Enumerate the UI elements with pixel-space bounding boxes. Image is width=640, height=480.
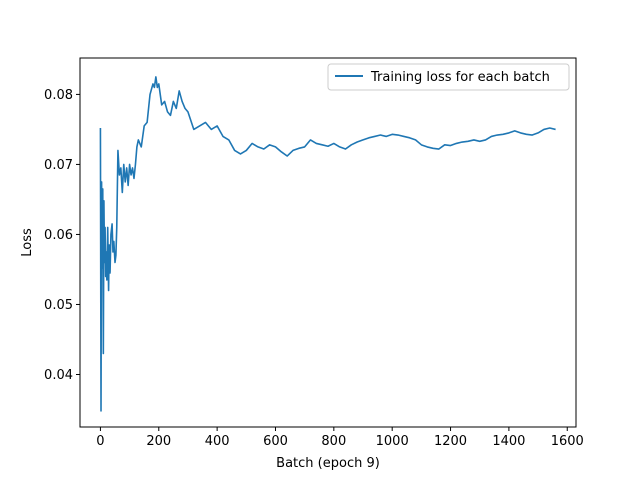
series-line-training-loss [99, 76, 556, 412]
x-tick-label: 400 [205, 434, 230, 449]
y-tick-label: 0.05 [44, 298, 73, 313]
y-axis-label: Loss [20, 228, 35, 257]
x-axis-label: Batch (epoch 9) [276, 456, 380, 471]
y-tick-label: 0.07 [44, 158, 73, 173]
x-tick-label: 1000 [376, 434, 409, 449]
x-tick-label: 1400 [492, 434, 525, 449]
x-tick-label: 1200 [434, 434, 467, 449]
y-tick-label: 0.04 [44, 368, 73, 383]
x-tick-label: 200 [146, 434, 171, 449]
legend-entry-training-loss: Training loss for each batch [370, 70, 550, 85]
y-axis-ticks: 0.04 0.05 0.06 0.07 0.08 [44, 88, 80, 383]
axes-frame [79, 57, 577, 428]
y-tick-label: 0.06 [44, 228, 73, 243]
x-tick-label: 800 [321, 434, 346, 449]
legend: Training loss for each batch [327, 63, 570, 91]
plot-area [99, 76, 556, 412]
x-tick-label: 0 [96, 434, 104, 449]
x-tick-label: 600 [263, 434, 288, 449]
y-tick-label: 0.08 [44, 88, 73, 103]
x-axis-ticks: 0 200 400 600 800 1000 1200 1400 1600 [96, 427, 584, 449]
x-tick-label: 1600 [551, 434, 584, 449]
legend-box [327, 63, 570, 91]
